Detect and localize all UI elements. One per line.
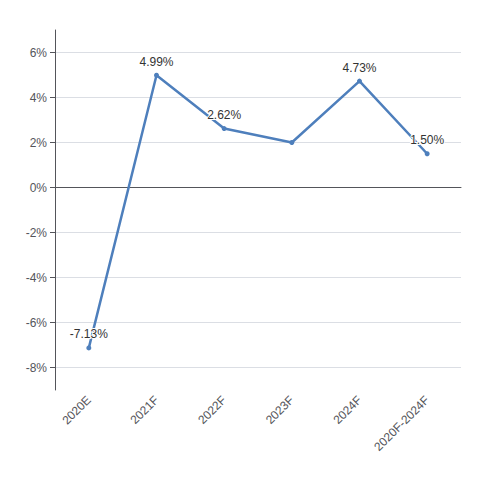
svg-text:2023F: 2023F: [263, 393, 297, 427]
svg-text:2021F: 2021F: [128, 393, 162, 427]
svg-text:4.73%: 4.73%: [342, 61, 376, 75]
svg-text:2020F-2024F: 2020F-2024F: [371, 393, 432, 454]
svg-text:-4%: -4%: [26, 271, 48, 285]
svg-text:-6%: -6%: [26, 316, 48, 330]
svg-text:0%: 0%: [30, 181, 48, 195]
svg-text:-7.13%: -7.13%: [70, 327, 108, 341]
svg-text:2%: 2%: [30, 136, 48, 150]
svg-text:6%: 6%: [30, 46, 48, 60]
svg-text:4%: 4%: [30, 91, 48, 105]
svg-text:2020E: 2020E: [59, 393, 93, 427]
svg-text:2.62%: 2.62%: [207, 108, 241, 122]
svg-text:4.99%: 4.99%: [139, 55, 173, 69]
svg-text:-8%: -8%: [26, 361, 48, 375]
svg-text:-2%: -2%: [26, 226, 48, 240]
svg-text:1.50%: 1.50%: [410, 133, 444, 147]
svg-text:2024F: 2024F: [331, 393, 365, 427]
svg-text:2022F: 2022F: [195, 393, 229, 427]
